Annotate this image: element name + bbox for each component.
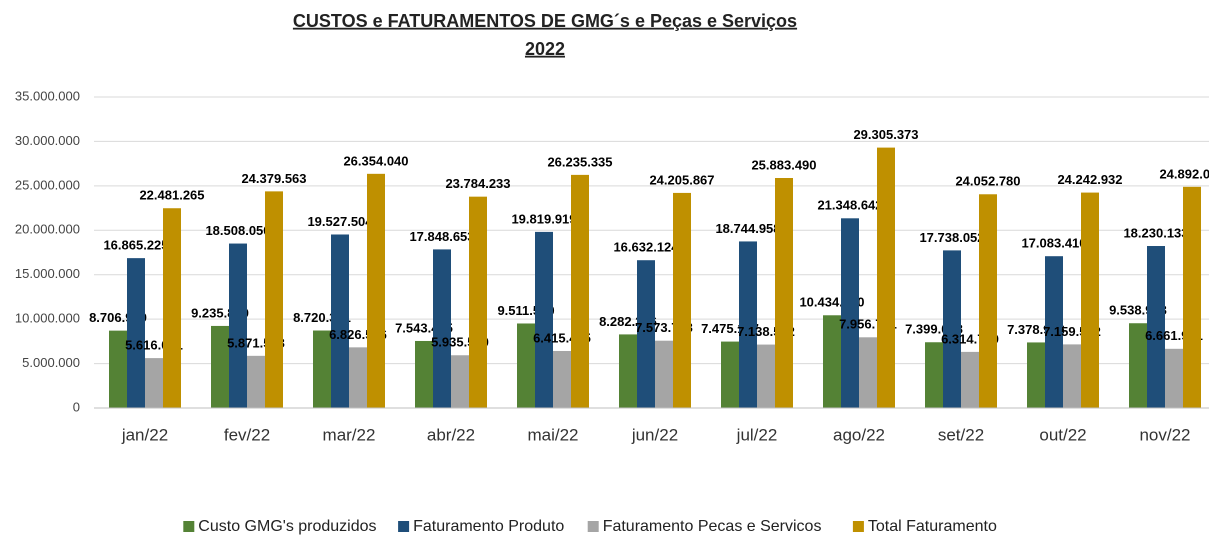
bar	[331, 234, 349, 408]
bar	[961, 351, 979, 408]
y-tick-label: 10.000.000	[15, 311, 80, 326]
bar	[211, 325, 229, 408]
bar	[415, 340, 433, 408]
bar	[925, 342, 943, 408]
bar	[943, 250, 961, 408]
value-label: 24.892.073	[1159, 166, 1209, 181]
y-tick-label: 20.000.000	[15, 222, 80, 237]
x-tick-label: out/22	[1039, 425, 1086, 444]
value-label: 26.354.040	[343, 153, 408, 168]
value-label: 18.230.133	[1123, 225, 1188, 240]
bar	[349, 347, 367, 408]
value-label: 19.527.504	[307, 214, 373, 229]
x-tick-label: ago/22	[833, 425, 885, 444]
value-label: 24.379.563	[241, 171, 306, 186]
bar	[859, 337, 877, 408]
x-tick-label: nov/22	[1139, 425, 1190, 444]
bar	[451, 355, 469, 408]
bar	[247, 355, 265, 408]
value-label: 24.242.932	[1057, 172, 1122, 187]
x-tick-label: set/22	[938, 425, 984, 444]
bar	[1063, 344, 1081, 408]
bar	[469, 196, 487, 408]
bar	[535, 231, 553, 408]
value-label: 18.744.958	[715, 221, 780, 236]
bar	[1129, 323, 1147, 408]
x-tick-label: fev/22	[224, 425, 270, 444]
bar	[517, 323, 535, 408]
bar	[1045, 256, 1063, 408]
bar	[841, 218, 859, 408]
bar	[1183, 186, 1201, 408]
bar	[145, 358, 163, 408]
bar	[229, 243, 247, 408]
bar	[655, 340, 673, 408]
x-tick-label: jul/22	[736, 425, 778, 444]
value-label: 22.481.265	[139, 188, 204, 203]
value-label: 17.738.052	[919, 230, 984, 245]
bar	[571, 174, 589, 408]
value-label: 24.205.867	[649, 172, 714, 187]
bar	[163, 208, 181, 408]
bar	[265, 191, 283, 408]
bar	[757, 344, 775, 408]
legend-swatch	[587, 521, 599, 532]
value-label: 17.083.410	[1021, 236, 1086, 251]
y-tick-label: 35.000.000	[15, 88, 80, 103]
x-tick-label: abr/22	[427, 425, 475, 444]
legend-swatch	[852, 521, 864, 532]
y-tick-label: 25.000.000	[15, 177, 80, 192]
bar	[979, 194, 997, 408]
x-tick-label: jun/22	[631, 425, 678, 444]
bar	[1165, 348, 1183, 408]
bar	[1081, 192, 1099, 408]
y-tick-label: 30.000.000	[15, 133, 80, 148]
value-label: 29.305.373	[853, 127, 918, 142]
chart-subtitle: 2022	[525, 39, 565, 59]
bar	[637, 260, 655, 408]
x-tick-label: mar/22	[323, 425, 376, 444]
bar	[619, 334, 637, 408]
bar	[553, 350, 571, 408]
value-label: 16.865.225	[103, 238, 168, 253]
bar	[1027, 342, 1045, 408]
value-label: 26.235.335	[547, 154, 612, 169]
legend-swatch	[183, 521, 195, 532]
value-label: 23.784.233	[445, 176, 510, 191]
value-label: 19.819.919	[511, 211, 576, 226]
chart-title: CUSTOS e FATURAMENTOS DE GMG´s e Peças e…	[293, 11, 797, 31]
bar	[1147, 246, 1165, 408]
legend-label: Faturamento Produto	[413, 518, 564, 535]
value-label: 25.883.490	[751, 157, 816, 172]
bar	[823, 315, 841, 408]
value-label: 16.632.124	[613, 240, 679, 255]
bar	[877, 147, 895, 408]
bar	[739, 241, 757, 408]
x-tick-label: jan/22	[121, 425, 168, 444]
y-tick-label: 0	[73, 399, 80, 414]
bar	[367, 173, 385, 408]
x-tick-label: mai/22	[527, 425, 578, 444]
bar	[127, 258, 145, 408]
bar	[313, 330, 331, 408]
value-label: 18.508.050	[205, 223, 270, 238]
legend-swatch	[398, 521, 410, 532]
legend-label: Faturamento Pecas e Servicos	[603, 518, 822, 535]
y-tick-label: 5.000.000	[22, 355, 80, 370]
value-label: 21.348.642	[817, 198, 882, 213]
value-label: 24.052.780	[955, 174, 1020, 189]
y-tick-label: 15.000.000	[15, 266, 80, 281]
bar	[433, 249, 451, 408]
bar	[109, 330, 127, 408]
bar	[721, 341, 739, 408]
legend-label: Total Faturamento	[868, 518, 997, 535]
bar	[673, 192, 691, 408]
value-label: 17.848.653	[409, 229, 474, 244]
legend-label: Custo GMG's produzidos	[198, 518, 376, 535]
bar	[775, 178, 793, 408]
